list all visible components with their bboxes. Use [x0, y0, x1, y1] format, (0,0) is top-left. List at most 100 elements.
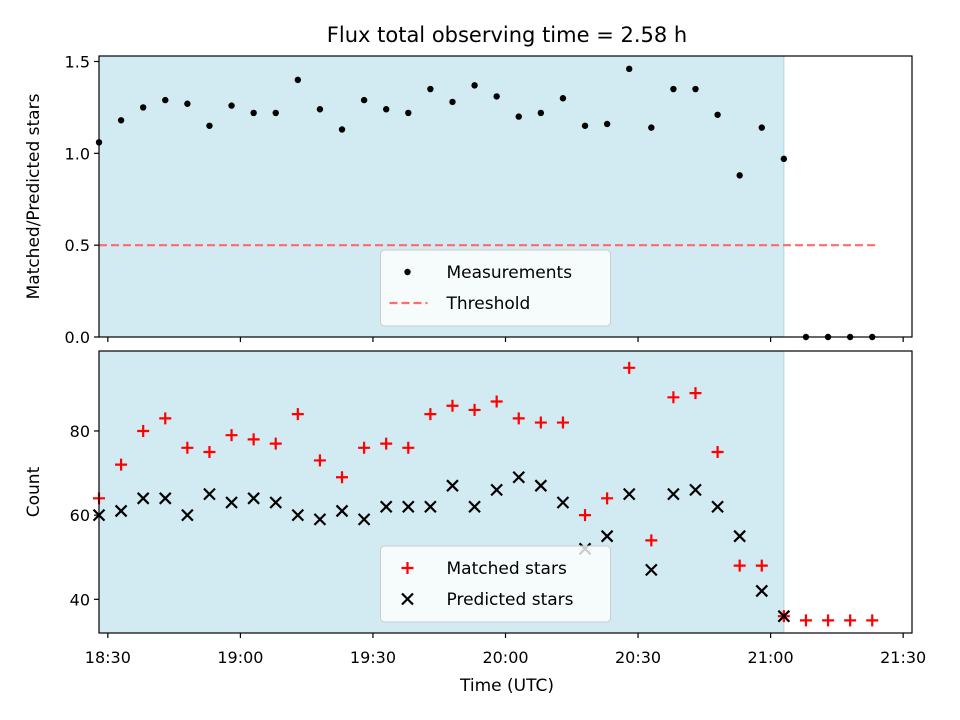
measurement-point	[316, 106, 324, 113]
measurement-point	[471, 82, 478, 89]
measurement-point	[139, 104, 147, 111]
matched-star-point	[424, 408, 437, 421]
matched-star-point	[247, 433, 260, 446]
predicted-star-point	[402, 500, 415, 514]
matched-star-point	[844, 614, 857, 627]
legend-box	[380, 545, 611, 623]
bottom-panel-ylabel: Count	[24, 466, 44, 517]
predicted-star-point	[622, 487, 636, 501]
legend-predicted-marker	[401, 592, 414, 606]
legend-matched-marker	[401, 562, 414, 574]
predicted-star-point	[335, 504, 349, 518]
matched-star-point	[556, 416, 569, 429]
predicted-star-point	[181, 508, 194, 522]
predicted-star-point	[777, 609, 791, 623]
matched-star-point	[623, 361, 636, 374]
x-tick-label: 20:30	[615, 648, 661, 667]
x-tick-label: 20:00	[482, 648, 528, 667]
predicted-star-point	[225, 496, 238, 509]
legend-label: Measurements	[447, 263, 573, 283]
matched-star-point	[799, 614, 812, 627]
matched-star-point	[490, 395, 503, 408]
y-tick-label: 1.5	[65, 53, 90, 72]
x-tick-label: 19:00	[217, 648, 263, 667]
matched-star-point	[601, 492, 614, 505]
top-panel-ylabel: Matched/Predicted stars	[24, 93, 44, 299]
x-tick-label: 21:00	[748, 648, 794, 667]
predicted-star-point	[136, 492, 150, 505]
legend-box	[380, 249, 611, 327]
legend-label: Predicted stars	[447, 590, 574, 610]
measurement-point	[427, 85, 434, 93]
y-tick-label: 1.0	[65, 144, 90, 163]
matched-star-point	[689, 387, 702, 400]
y-tick-label: 80	[70, 422, 90, 441]
matched-star-point	[512, 412, 525, 425]
matched-star-point	[181, 441, 194, 454]
predicted-star-point	[379, 500, 393, 514]
predicted-star-point	[645, 563, 658, 577]
measurement-point	[383, 106, 390, 113]
matched-star-point	[866, 614, 879, 627]
measurement-point	[405, 109, 412, 117]
measurement-point	[670, 85, 677, 93]
matched-star-point	[336, 471, 349, 484]
predicted-star-point	[247, 492, 260, 505]
measurement-point	[272, 109, 279, 117]
measurement-point	[581, 122, 589, 129]
measurement-point	[736, 172, 743, 179]
matched-star-point	[115, 458, 128, 471]
legend-label: Matched stars	[447, 559, 567, 579]
predicted-star-point	[468, 500, 481, 514]
matched-star-point	[225, 429, 238, 442]
measurement-point	[184, 100, 191, 107]
matched-star-point	[358, 441, 371, 454]
measurement-point	[714, 111, 721, 118]
measurement-point	[493, 93, 500, 100]
measurement-point	[692, 85, 699, 93]
top-panel-legend: Measurements Threshold	[380, 249, 611, 327]
measurement-point	[758, 124, 765, 131]
measurement-point	[338, 126, 346, 133]
measurement-point	[626, 65, 633, 73]
matched-star-point	[313, 454, 326, 467]
y-tick-label: 40	[70, 590, 90, 609]
matched-star-point	[269, 437, 282, 450]
legend-measurements-marker	[404, 268, 411, 276]
y-tick-label: 0.5	[65, 236, 90, 255]
x-tick-label: 21:30	[880, 648, 926, 667]
matched-star-point	[711, 446, 724, 459]
predicted-star-point	[667, 487, 680, 501]
predicted-star-point	[203, 487, 216, 501]
measurement-point	[603, 120, 611, 128]
matched-star-point	[203, 446, 216, 459]
predicted-star-point	[269, 496, 283, 509]
measurement-point	[559, 95, 567, 102]
predicted-star-point	[733, 529, 746, 543]
predicted-star-point	[357, 513, 371, 526]
measurement-point	[162, 96, 169, 104]
matched-star-point	[667, 391, 680, 404]
predicted-star-point	[158, 492, 172, 505]
measurement-point	[360, 96, 368, 104]
bottom-panel-legend: Matched stars Predicted stars	[380, 545, 611, 623]
matched-star-point	[755, 559, 768, 572]
predicted-star-point	[114, 504, 128, 518]
bottom-panel: 40 60 80 18:30 19:00 19:30 20:00 20:30 21:00 21:3…	[24, 350, 926, 667]
y-tick-label: 60	[70, 506, 90, 525]
chart-title: Flux total observing time = 2.58 h	[327, 23, 687, 47]
measurement-point	[117, 117, 125, 124]
matched-star-point	[468, 403, 481, 416]
measurement-point	[537, 109, 545, 117]
matched-star-point	[822, 614, 835, 627]
matched-star-point	[137, 424, 150, 437]
matched-star-point	[291, 408, 304, 421]
matched-star-point	[733, 559, 746, 572]
predicted-star-point	[711, 500, 724, 514]
predicted-star-point	[424, 500, 437, 514]
x-tick-label: 18:30	[85, 648, 131, 667]
matched-star-point	[402, 441, 415, 454]
measurement-point	[206, 122, 213, 129]
matched-star-point	[645, 534, 658, 547]
